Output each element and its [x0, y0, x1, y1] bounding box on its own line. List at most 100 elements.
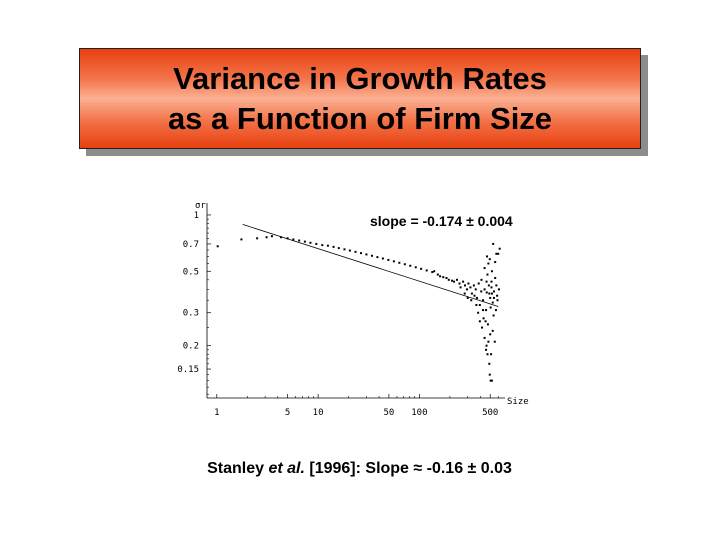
- data-point: [495, 284, 498, 287]
- data-point: [458, 282, 461, 285]
- data-point: [463, 292, 466, 295]
- data-point: [488, 373, 491, 376]
- x-axis-ticks: 1 5 10 50 100 500: [214, 394, 499, 415]
- data-point: [298, 239, 301, 242]
- data-point: [286, 237, 289, 240]
- data-point: [492, 314, 495, 317]
- data-point: [387, 258, 390, 261]
- data-point: [467, 282, 470, 285]
- data-point: [486, 323, 489, 326]
- citation-etal: et al.: [268, 460, 305, 477]
- data-points: [216, 235, 501, 382]
- data-point: [462, 280, 465, 283]
- citation-text: [1996]: Slope ≈ -0.16 ± 0.03: [304, 460, 512, 477]
- data-point: [240, 238, 243, 241]
- data-point: [483, 288, 486, 291]
- data-point: [494, 309, 497, 312]
- data-point: [497, 252, 500, 255]
- data-point: [485, 344, 488, 347]
- data-point: [472, 284, 475, 287]
- y-tick-label: 0.7: [183, 240, 199, 250]
- data-point: [490, 353, 493, 356]
- data-point: [490, 280, 493, 283]
- x-axis-label: Size: [507, 397, 529, 407]
- data-point: [466, 296, 469, 299]
- data-point: [496, 299, 499, 302]
- data-point: [485, 291, 488, 294]
- data-point: [498, 247, 501, 250]
- data-point: [365, 253, 368, 256]
- data-point: [482, 309, 485, 312]
- data-point: [497, 288, 500, 291]
- fit-line: [242, 224, 499, 307]
- data-point: [265, 236, 268, 239]
- y-tick-label: 0.3: [183, 309, 199, 319]
- data-point: [495, 252, 498, 255]
- data-point: [488, 258, 491, 261]
- data-point: [343, 248, 346, 251]
- data-point: [431, 271, 434, 274]
- chart-frame: [206, 203, 505, 399]
- data-point: [359, 252, 362, 255]
- data-point: [490, 292, 493, 295]
- data-point: [487, 284, 490, 287]
- y-tick-label: 0.2: [183, 342, 199, 352]
- citation-author: Stanley: [207, 460, 269, 477]
- data-point: [326, 244, 329, 247]
- data-point: [485, 280, 488, 283]
- data-point: [480, 290, 483, 293]
- data-point: [490, 270, 493, 273]
- data-point: [321, 244, 324, 247]
- data-point: [459, 286, 462, 289]
- data-point: [487, 262, 490, 265]
- data-point: [425, 269, 428, 272]
- data-point: [486, 255, 489, 258]
- data-point: [491, 301, 494, 304]
- data-point: [370, 254, 373, 257]
- data-point: [414, 266, 417, 269]
- y-tick-label: 0.15: [177, 365, 199, 375]
- data-point: [469, 286, 472, 289]
- data-point: [403, 263, 406, 266]
- data-point: [489, 306, 492, 309]
- data-point: [485, 348, 488, 351]
- y-axis-label: σr: [195, 201, 206, 211]
- data-point: [453, 280, 456, 283]
- data-point: [488, 362, 491, 365]
- data-point: [492, 290, 495, 293]
- data-point: [489, 333, 492, 336]
- data-point: [436, 273, 439, 276]
- data-point: [445, 277, 448, 280]
- x-tick-label: 100: [411, 408, 427, 415]
- data-point: [478, 304, 481, 307]
- citation: Stanley et al. [1996]: Slope ≈ -0.16 ± 0…: [0, 460, 719, 478]
- data-point: [482, 299, 485, 302]
- data-point: [381, 257, 384, 260]
- data-point: [309, 241, 312, 244]
- data-point: [451, 279, 454, 282]
- data-point: [337, 247, 340, 250]
- data-point: [485, 309, 488, 312]
- data-point: [490, 379, 493, 382]
- x-tick-label: 5: [285, 408, 290, 415]
- data-point: [484, 320, 487, 323]
- data-point: [392, 260, 395, 263]
- data-point: [465, 288, 468, 291]
- data-point: [315, 242, 318, 245]
- data-point: [447, 278, 450, 281]
- data-point: [474, 288, 477, 291]
- title-banner: Variance in Growth Rates as a Function o…: [79, 48, 641, 149]
- x-tick-label: 500: [482, 408, 498, 415]
- data-point: [483, 267, 486, 270]
- data-point: [491, 329, 494, 332]
- data-point: [477, 311, 480, 314]
- data-point: [486, 353, 489, 356]
- data-point: [494, 261, 497, 264]
- data-point: [470, 292, 473, 295]
- scatter-chart: 1 0.7 0.5 0.3 0.2 0.15 1 5 10 50 100 500 σr Size s…: [177, 201, 529, 415]
- data-point: [487, 340, 490, 343]
- y-axis-ticks: 1 0.7 0.5 0.3 0.2 0.15: [177, 211, 211, 395]
- data-point: [477, 282, 480, 285]
- x-tick-label: 10: [313, 408, 324, 415]
- slope-annotation: slope = -0.174 ± 0.004: [370, 213, 513, 229]
